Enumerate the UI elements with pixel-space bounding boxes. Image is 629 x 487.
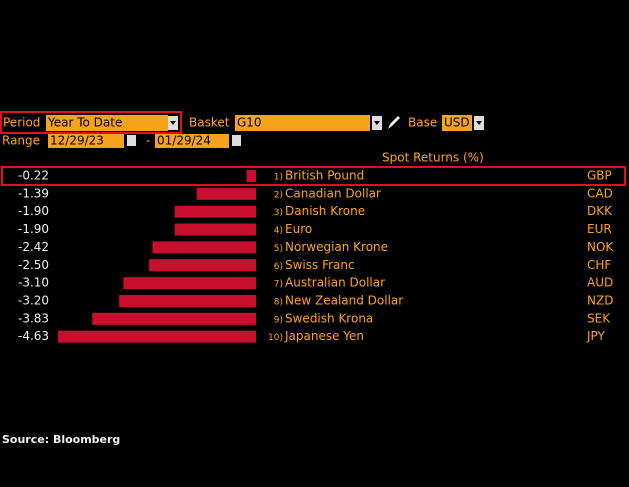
rank: 10) xyxy=(268,333,283,343)
value-label: -3.10 xyxy=(18,276,49,290)
bar xyxy=(149,259,256,272)
bar xyxy=(119,294,256,307)
value-label: -1.39 xyxy=(18,186,49,200)
calendar-icon[interactable] xyxy=(232,135,241,146)
period-value: Year To Date xyxy=(47,116,122,130)
currency-code: SEK xyxy=(587,311,611,325)
currency-name: Euro xyxy=(285,222,312,236)
currency-code: EUR xyxy=(587,222,612,236)
value-label: -4.63 xyxy=(18,329,49,343)
arrow-icon xyxy=(170,121,176,125)
bar xyxy=(152,241,256,254)
bar xyxy=(92,312,256,325)
rank: 4) xyxy=(274,226,283,236)
arrow-icon xyxy=(374,121,380,125)
currency-code: CAD xyxy=(587,186,613,200)
currency-code: CHF xyxy=(587,258,611,272)
currency-name: Japanese Yen xyxy=(284,329,364,343)
rank: 1) xyxy=(274,173,283,183)
value-label: -3.83 xyxy=(18,311,49,325)
range-separator: - xyxy=(146,134,150,148)
edit-icon[interactable] xyxy=(388,116,400,129)
currency-name: Danish Krone xyxy=(285,204,365,218)
value-label: -1.90 xyxy=(18,204,49,218)
rank: 6) xyxy=(274,262,283,272)
base-dropdown[interactable] xyxy=(442,115,472,131)
value-label: -2.42 xyxy=(18,240,49,254)
period-label: Period xyxy=(3,116,40,130)
currency-code: DKK xyxy=(587,204,613,218)
rank: 2) xyxy=(274,190,283,200)
currency-code: NOK xyxy=(587,240,614,254)
calendar-icon[interactable] xyxy=(127,135,136,146)
currency-name: Swedish Krona xyxy=(285,311,373,325)
chart-title: Spot Returns (%) xyxy=(382,151,484,165)
rank: 7) xyxy=(274,280,283,290)
rank: 5) xyxy=(274,244,283,254)
range-label: Range xyxy=(2,134,40,148)
value-label: -0.22 xyxy=(18,169,49,183)
row-highlight xyxy=(1,166,626,186)
currency-name: Swiss Franc xyxy=(285,258,355,272)
range-start-field[interactable] xyxy=(48,134,124,148)
range-start: 12/29/23 xyxy=(50,134,104,148)
basket-value: G10 xyxy=(237,116,262,130)
value-label: -3.20 xyxy=(18,293,49,307)
bar xyxy=(58,330,256,343)
currency-name: Australian Dollar xyxy=(285,276,385,290)
value-label: -2.50 xyxy=(18,258,49,272)
currency-code: JPY xyxy=(586,329,606,343)
currency-code: GBP xyxy=(587,169,612,183)
rank: 8) xyxy=(274,297,283,307)
bar xyxy=(246,170,256,182)
value-label: -1.90 xyxy=(18,222,49,236)
currency-code: NZD xyxy=(587,293,613,307)
bar xyxy=(123,277,256,290)
range-end: 01/29/24 xyxy=(157,134,211,148)
basket-dropdown[interactable] xyxy=(235,115,370,131)
range-end-field[interactable] xyxy=(155,134,229,148)
bar xyxy=(174,205,256,218)
source: Source: Bloomberg xyxy=(2,433,120,446)
currency-code: AUD xyxy=(587,276,613,290)
currency-name: Norwegian Krone xyxy=(285,240,388,254)
rows: -0.22 1) British Pound GBP -1.39 2) Canadian D… xyxy=(18,169,614,344)
rank: 9) xyxy=(274,315,283,325)
basket-label: Basket xyxy=(189,116,230,130)
currency-name: British Pound xyxy=(285,169,364,183)
currency-name: New Zealand Dollar xyxy=(285,293,403,307)
base-label: Base xyxy=(408,116,437,130)
bar xyxy=(196,187,256,200)
arrow-icon xyxy=(476,121,482,125)
currency-name: Canadian Dollar xyxy=(285,186,381,200)
bar xyxy=(174,223,256,236)
rank: 3) xyxy=(274,208,283,218)
period-dropdown[interactable] xyxy=(46,115,168,131)
highlight-box xyxy=(0,111,182,134)
base-value: USD xyxy=(444,116,470,130)
